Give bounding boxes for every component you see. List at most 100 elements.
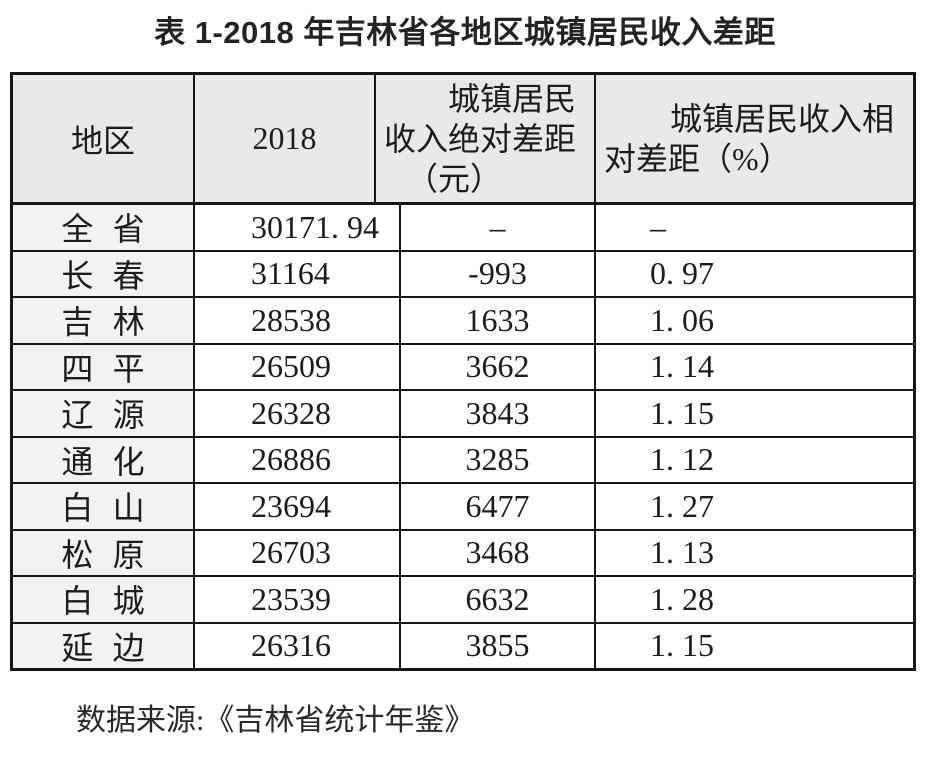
income-2018-cell-text: 23539 — [251, 580, 331, 617]
header-cell-relative-gap: 城镇居民收入相 对差距（%） — [596, 75, 913, 202]
absolute-gap-cell: 3285 — [401, 437, 596, 482]
region-cell-text: 松原 — [61, 536, 164, 573]
header-relative-gap-line1: 城镇居民收入相 — [670, 100, 895, 137]
absolute-gap-cell-text: 6477 — [465, 487, 530, 524]
header-region-label: 地区 — [70, 122, 135, 159]
absolute-gap-cell-text: -993 — [468, 255, 527, 292]
header-cell-2018: 2018 — [195, 75, 376, 202]
region-cell: 通化 — [13, 437, 195, 482]
header-cell-absolute-gap: 城镇居民 收入绝对差距 （元） — [376, 75, 596, 202]
region-cell: 吉林 — [13, 298, 195, 343]
income-2018-cell: 23694 — [195, 484, 401, 529]
region-cell-text: 四平 — [61, 350, 164, 387]
region-cell-text: 吉林 — [61, 304, 164, 341]
absolute-gap-cell: 3662 — [401, 344, 596, 389]
relative-gap-cell-text: 1. 15 — [650, 627, 714, 664]
income-2018-cell-text: 28538 — [251, 301, 331, 338]
absolute-gap-cell: 3843 — [401, 391, 596, 436]
header-cell-region: 地区 — [13, 75, 195, 202]
income-2018-cell-text: 23694 — [251, 487, 331, 524]
data-source-note: 数据来源:《吉林省统计年鉴》 — [76, 704, 475, 737]
relative-gap-cell-text: 1. 06 — [650, 301, 714, 338]
absolute-gap-cell-text: 3468 — [465, 534, 530, 571]
relative-gap-cell: 1. 06 — [596, 298, 913, 343]
relative-gap-cell: 1. 13 — [596, 530, 913, 575]
absolute-gap-cell-text: 1633 — [465, 301, 530, 338]
income-2018-cell: 26328 — [195, 391, 401, 436]
region-cell: 延边 — [13, 623, 195, 668]
relative-gap-cell: 1. 27 — [596, 484, 913, 529]
income-2018-cell-text: 30171. 94 — [251, 208, 379, 245]
relative-gap-cell: 1. 28 — [596, 577, 913, 622]
header-relative-gap-line2: 对差距（%） — [604, 140, 791, 177]
income-2018-cell: 26509 — [195, 344, 401, 389]
relative-gap-cell-text: 1. 28 — [650, 580, 714, 617]
absolute-gap-cell-text: 6632 — [465, 580, 530, 617]
income-2018-cell-text: 26886 — [251, 441, 331, 478]
absolute-gap-cell-text: 3855 — [465, 627, 530, 664]
table-row: 辽源 26328 3843 1. 15 — [13, 389, 913, 436]
relative-gap-cell: – — [596, 205, 913, 250]
income-2018-cell: 30171. 94 — [195, 205, 401, 250]
absolute-gap-cell-text: 3662 — [465, 348, 530, 385]
income-2018-cell: 26703 — [195, 530, 401, 575]
absolute-gap-cell: – — [401, 205, 596, 250]
table-row: 白山 23694 6477 1. 27 — [13, 482, 913, 529]
header-absolute-gap-line1: 城镇居民 — [448, 80, 577, 117]
region-cell-text: 白山 — [61, 490, 164, 527]
region-cell: 白山 — [13, 484, 195, 529]
header-absolute-gap-line3: （元） — [406, 160, 503, 197]
table-body: 全省 30171. 94 – – 长春 31164 -993 0. 97 吉林 28538 1633… — [13, 202, 913, 668]
region-cell: 四平 — [13, 344, 195, 389]
income-2018-cell-text: 31164 — [251, 255, 330, 292]
region-cell-text: 通化 — [61, 443, 164, 480]
income-2018-cell: 23539 — [195, 577, 401, 622]
relative-gap-cell: 1. 14 — [596, 344, 913, 389]
header-absolute-gap-line2: 收入绝对差距 — [384, 120, 577, 157]
region-cell: 长春 — [13, 251, 195, 296]
relative-gap-cell-text: 1. 12 — [650, 441, 714, 478]
table-row: 延边 26316 3855 1. 15 — [13, 621, 913, 668]
relative-gap-cell: 1. 15 — [596, 623, 913, 668]
table-row: 白城 23539 6632 1. 28 — [13, 575, 913, 622]
relative-gap-cell-text: 1. 27 — [650, 487, 714, 524]
absolute-gap-cell: 1633 — [401, 298, 596, 343]
table-title: 表 1-2018 年吉林省各地区城镇居民收入差距 — [154, 15, 776, 50]
table-row: 长春 31164 -993 0. 97 — [13, 249, 913, 296]
region-cell-text: 辽源 — [61, 397, 164, 434]
relative-gap-cell-text: 1. 13 — [650, 534, 714, 571]
region-cell: 辽源 — [13, 391, 195, 436]
absolute-gap-cell: 6632 — [401, 577, 596, 622]
header-2018-label: 2018 — [252, 120, 317, 156]
table-row: 吉林 28538 1633 1. 06 — [13, 296, 913, 343]
income-2018-cell-text: 26328 — [251, 394, 331, 431]
table-row: 松原 26703 3468 1. 13 — [13, 528, 913, 575]
table-row: 全省 30171. 94 – – — [13, 202, 913, 250]
region-cell-text: 全省 — [61, 211, 164, 248]
income-2018-cell: 28538 — [195, 298, 401, 343]
relative-gap-cell-text: – — [650, 208, 666, 245]
absolute-gap-cell-text: 3843 — [465, 394, 530, 431]
table-header-row: 地区 2018 城镇居民 收入绝对差距 （元） 城镇居民收入相 对差距（%） — [13, 75, 913, 202]
region-cell: 松原 — [13, 530, 195, 575]
relative-gap-cell: 0. 97 — [596, 251, 913, 296]
region-cell-text: 白城 — [61, 583, 164, 620]
table-row: 四平 26509 3662 1. 14 — [13, 342, 913, 389]
income-2018-cell: 31164 — [195, 251, 401, 296]
relative-gap-cell: 1. 15 — [596, 391, 913, 436]
income-2018-cell-text: 26703 — [251, 534, 331, 571]
absolute-gap-cell: 6477 — [401, 484, 596, 529]
income-2018-cell-text: 26316 — [251, 627, 331, 664]
region-cell: 白城 — [13, 577, 195, 622]
income-gap-table: 地区 2018 城镇居民 收入绝对差距 （元） 城镇居民收入相 对差距（%） 全… — [10, 72, 916, 671]
relative-gap-cell: 1. 12 — [596, 437, 913, 482]
relative-gap-cell-text: 0. 97 — [650, 255, 714, 292]
relative-gap-cell-text: 1. 15 — [650, 394, 714, 431]
absolute-gap-cell: 3468 — [401, 530, 596, 575]
income-2018-cell: 26316 — [195, 623, 401, 668]
region-cell-text: 长春 — [61, 257, 164, 294]
region-cell: 全省 — [13, 205, 195, 250]
table-row: 通化 26886 3285 1. 12 — [13, 435, 913, 482]
income-2018-cell: 26886 — [195, 437, 401, 482]
absolute-gap-cell: -993 — [401, 251, 596, 296]
